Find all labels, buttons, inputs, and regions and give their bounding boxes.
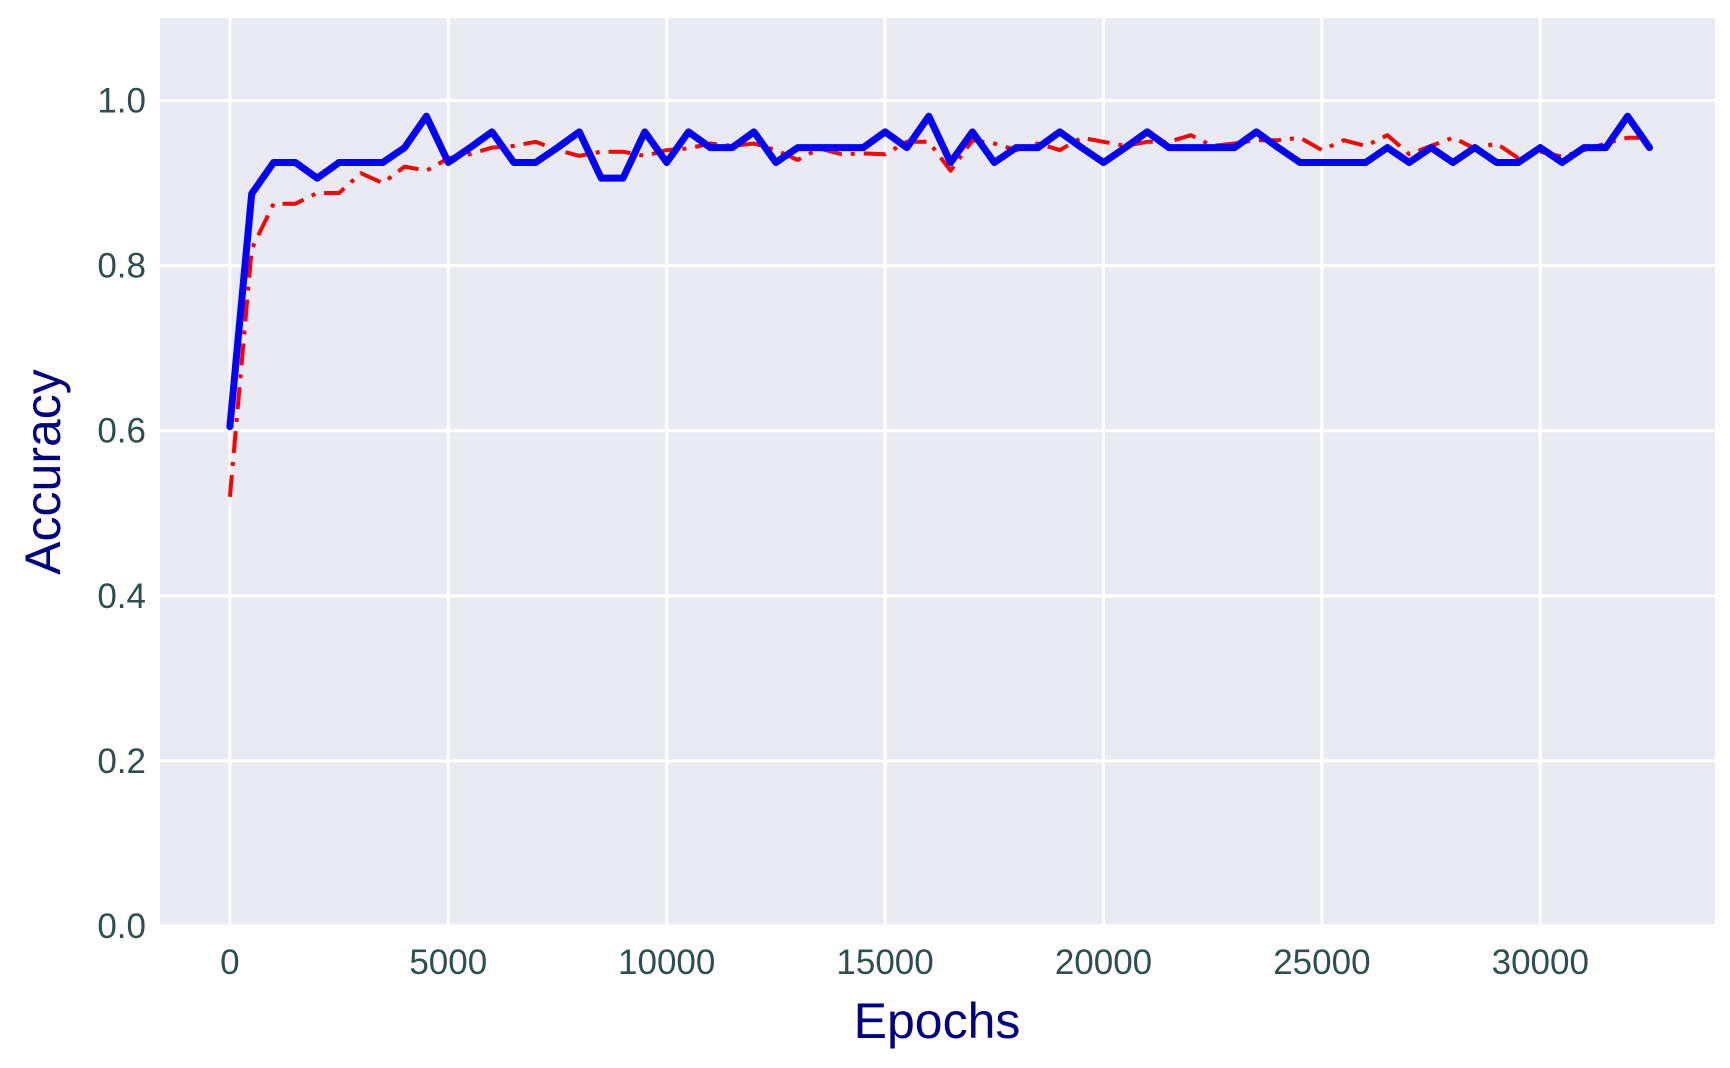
y-tick-label: 0.0	[97, 907, 146, 946]
y-axis-ticks: 0.0 0.2 0.4 0.6 0.8 1.0	[97, 82, 146, 946]
y-tick-label: 1.0	[97, 82, 146, 121]
x-axis-title: Epochs	[854, 993, 1021, 1049]
x-tick-label: 20000	[1055, 943, 1152, 982]
x-tick-label: 5000	[409, 943, 487, 982]
series-line-solid	[226, 112, 1653, 431]
plot-background	[160, 18, 1715, 926]
x-tick-label: 0	[220, 943, 239, 982]
y-tick-label: 0.6	[97, 412, 146, 451]
y-tick-label: 0.8	[97, 247, 146, 286]
x-tick-label: 30000	[1492, 943, 1589, 982]
series-layer	[226, 112, 1653, 497]
x-tick-label: 15000	[836, 943, 933, 982]
y-axis-title: Accuracy	[15, 369, 71, 575]
x-tick-label: 25000	[1273, 943, 1370, 982]
grid-lines	[160, 18, 1715, 928]
y-tick-label: 0.2	[97, 742, 146, 781]
y-tick-label: 0.4	[97, 577, 146, 616]
x-axis-ticks: 0 5000 10000 15000 20000 25000 30000	[220, 943, 1589, 982]
x-tick-label: 10000	[618, 943, 715, 982]
